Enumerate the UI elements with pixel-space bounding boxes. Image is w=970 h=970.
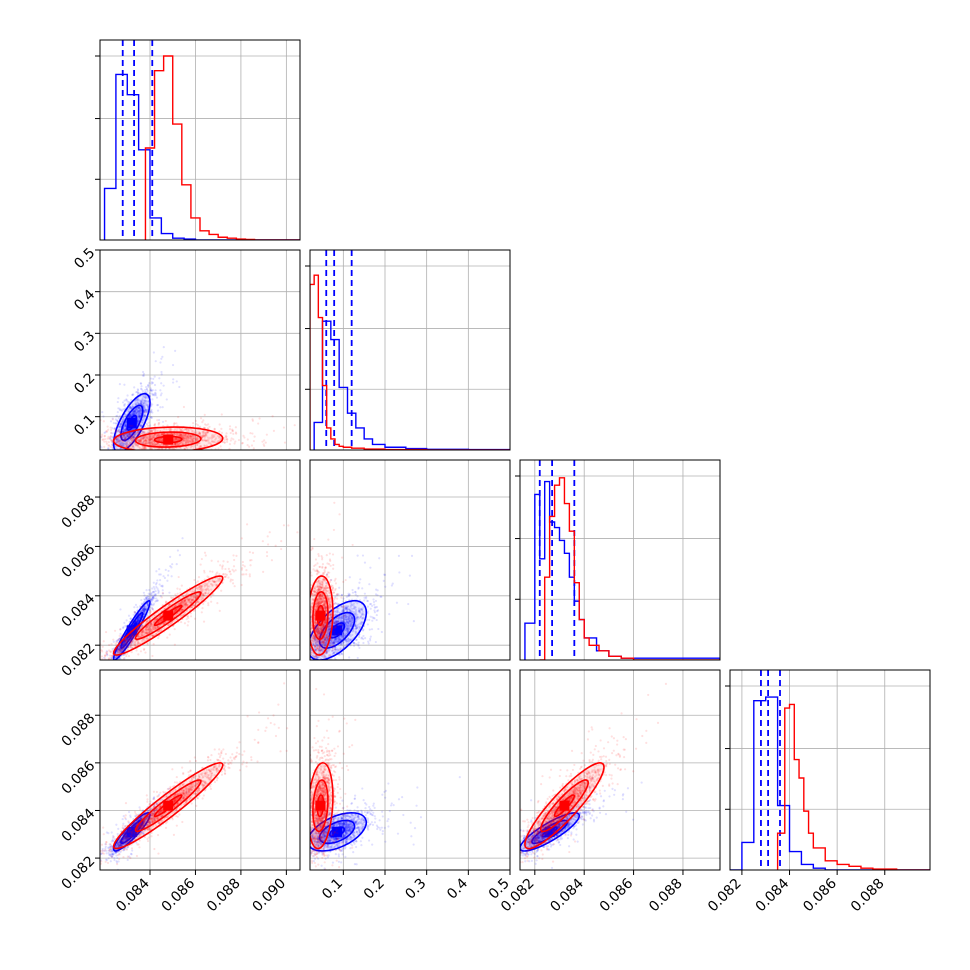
panel-1-0: 0.1 0.2 0.3 0.4 0.5	[71, 245, 301, 451]
density-peak	[126, 417, 137, 428]
panel-3-1: 0.1 0.2 0.3 0.4 0.5	[309, 669, 513, 903]
panel-frame	[99, 459, 301, 661]
panel-2-0: 0.082 0.084 0.086 0.088	[59, 459, 301, 680]
density-peak	[559, 800, 570, 811]
x-tick-label: 0.2	[361, 876, 388, 903]
x-tick-label: 0.090	[250, 876, 290, 916]
density-peak	[332, 625, 343, 636]
x-tick-label: 0.3	[402, 876, 429, 903]
x-tick-label: 0.088	[848, 876, 888, 916]
panel-frame	[309, 459, 511, 661]
y-tick-label: 0.3	[71, 328, 98, 355]
y-tick-label: 0.5	[71, 245, 98, 272]
histogram-red	[144, 55, 300, 240]
panel-frame	[309, 249, 511, 451]
panel-2-1	[309, 459, 511, 661]
panel-frame	[309, 669, 511, 871]
panel-3-3: 0.082 0.084 0.086 0.088	[705, 669, 931, 916]
panel-frame	[729, 669, 931, 871]
x-tick-label: 0.084	[547, 875, 587, 915]
panel-frame	[99, 39, 301, 241]
x-tick-label: 0.1	[319, 876, 346, 903]
x-tick-label: 0.086	[159, 875, 199, 915]
panel-1-1	[305, 249, 511, 451]
histogram-red	[776, 703, 930, 870]
y-tick-label: 0.084	[59, 591, 99, 631]
histogram-red	[539, 477, 720, 660]
x-tick-label: 0.086	[597, 875, 637, 915]
density-peak	[163, 800, 174, 811]
y-tick-label: 0.1	[71, 412, 98, 439]
histogram-red	[310, 274, 510, 450]
y-tick-label: 0.088	[59, 492, 99, 532]
panel-frame	[519, 459, 721, 661]
density-peak	[315, 610, 326, 621]
density-peak	[544, 826, 555, 837]
panel-0-0	[95, 39, 301, 241]
y-tick-label: 0.084	[59, 805, 99, 845]
density-peak	[126, 826, 137, 837]
x-tick-label: 0.084	[753, 875, 793, 915]
y-tick-label: 0.082	[59, 853, 99, 893]
density-peak	[315, 800, 326, 811]
y-tick-label: 0.088	[59, 710, 99, 750]
histogram-blue	[730, 696, 930, 870]
panel-2-2	[515, 459, 721, 661]
panel-frame	[99, 249, 301, 451]
x-tick-label: 0.082	[705, 876, 745, 916]
y-tick-label: 0.4	[71, 287, 98, 314]
y-tick-label: 0.086	[59, 541, 99, 581]
scatter-red	[520, 682, 668, 864]
y-tick-label: 0.082	[59, 640, 99, 680]
density-peak	[332, 826, 343, 837]
x-tick-label: 0.086	[800, 875, 840, 915]
density-peak	[163, 610, 174, 621]
x-tick-label: 0.088	[646, 876, 686, 916]
panel-3-2: 0.082 0.084 0.086 0.088	[498, 669, 721, 916]
density-peak	[163, 434, 174, 445]
y-tick-label: 0.2	[71, 370, 98, 397]
panel-frame	[99, 669, 301, 871]
x-tick-label: 0.4	[444, 875, 471, 902]
histogram-blue	[103, 73, 300, 240]
x-tick-label: 0.088	[204, 876, 244, 916]
panel-frame	[519, 669, 721, 871]
x-tick-label: 0.084	[113, 875, 153, 915]
y-tick-label: 0.086	[59, 758, 99, 798]
